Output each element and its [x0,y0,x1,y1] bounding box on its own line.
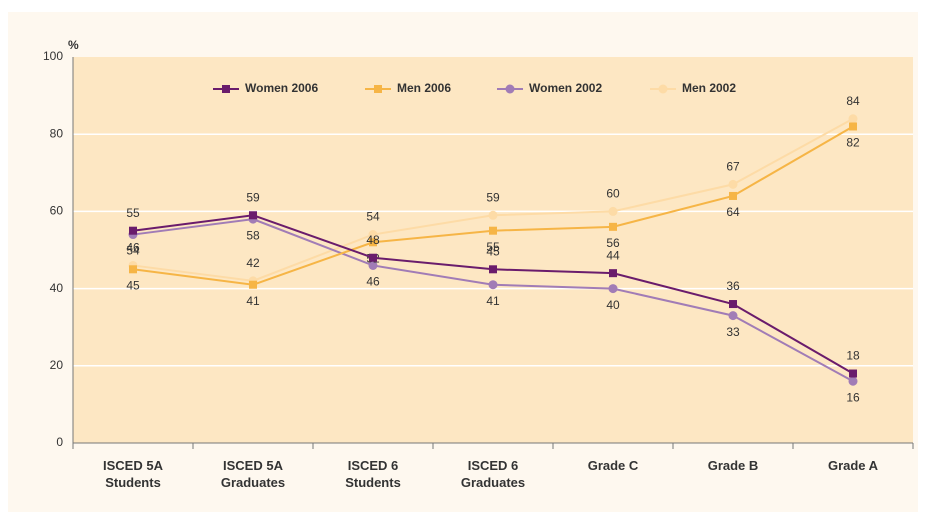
point [488,280,498,290]
x-tick-label: Grade B [707,458,759,473]
x-tick-label: ISCED 5A Students [103,458,163,490]
y-tick-label: 40 [50,281,64,295]
point [849,122,857,131]
point [608,206,618,216]
point [849,369,857,378]
data-label: 54 [366,210,380,224]
point [729,191,737,200]
x-tick-label: Grade C [587,458,639,473]
point [728,311,738,321]
data-label: 18 [846,349,860,363]
data-label: 84 [846,94,860,108]
data-label: 33 [726,325,740,339]
y-tick-label: 20 [50,358,64,372]
data-label: 42 [246,256,260,270]
x-tick-label: ISCED 6 Graduates [460,458,526,490]
point [729,300,737,309]
point [129,226,137,235]
plot-area [73,57,913,443]
y-tick-label: 80 [50,126,64,140]
point [609,269,617,278]
legend-label: Men 2006 [397,81,451,95]
point [489,226,497,235]
legend-label: Women 2006 [245,81,318,95]
x-tick-label: ISCED 5A Graduates [220,458,286,490]
legend-marker [505,84,515,94]
data-label: 44 [606,248,620,262]
data-label: 46 [366,275,380,289]
data-label: 64 [726,205,740,219]
data-label: 54 [126,244,140,258]
point [609,222,617,231]
data-label: 59 [246,190,260,204]
point [728,179,738,189]
legend-label: Women 2002 [529,81,602,95]
data-label: 46 [126,241,140,255]
data-label: 41 [246,294,260,308]
point [848,114,858,124]
data-label: 82 [846,136,860,150]
data-label: 60 [606,187,620,201]
data-label: 55 [126,206,140,220]
point [369,253,377,262]
legend-label: Men 2002 [682,81,736,95]
point [249,280,257,289]
legend-marker [222,85,230,93]
point [488,210,498,220]
point [489,265,497,274]
legend-marker [374,85,382,93]
data-label: 16 [846,390,860,404]
data-label: 58 [246,228,260,242]
data-label: 59 [486,190,500,204]
point [368,230,378,240]
data-label: 48 [366,233,380,247]
x-tick-label: Grade A [827,458,879,473]
point [369,238,377,247]
point [848,376,858,386]
data-label: 67 [726,160,740,174]
point [368,260,378,270]
legend-marker [658,84,668,94]
x-tick-label: ISCED 6 Students [345,458,401,490]
point [249,211,257,220]
y-axis-label: % [68,38,79,52]
data-label: 40 [606,298,620,312]
data-label: 36 [726,279,740,293]
data-label: 56 [606,236,620,250]
data-label: 41 [486,294,500,308]
point [608,284,618,294]
y-tick-label: 100 [43,49,63,63]
data-label: 45 [126,278,140,292]
data-label: 55 [486,240,500,254]
y-tick-label: 0 [56,435,63,449]
y-tick-label: 60 [50,204,64,218]
data-label: 45 [486,244,500,258]
point [129,265,137,274]
